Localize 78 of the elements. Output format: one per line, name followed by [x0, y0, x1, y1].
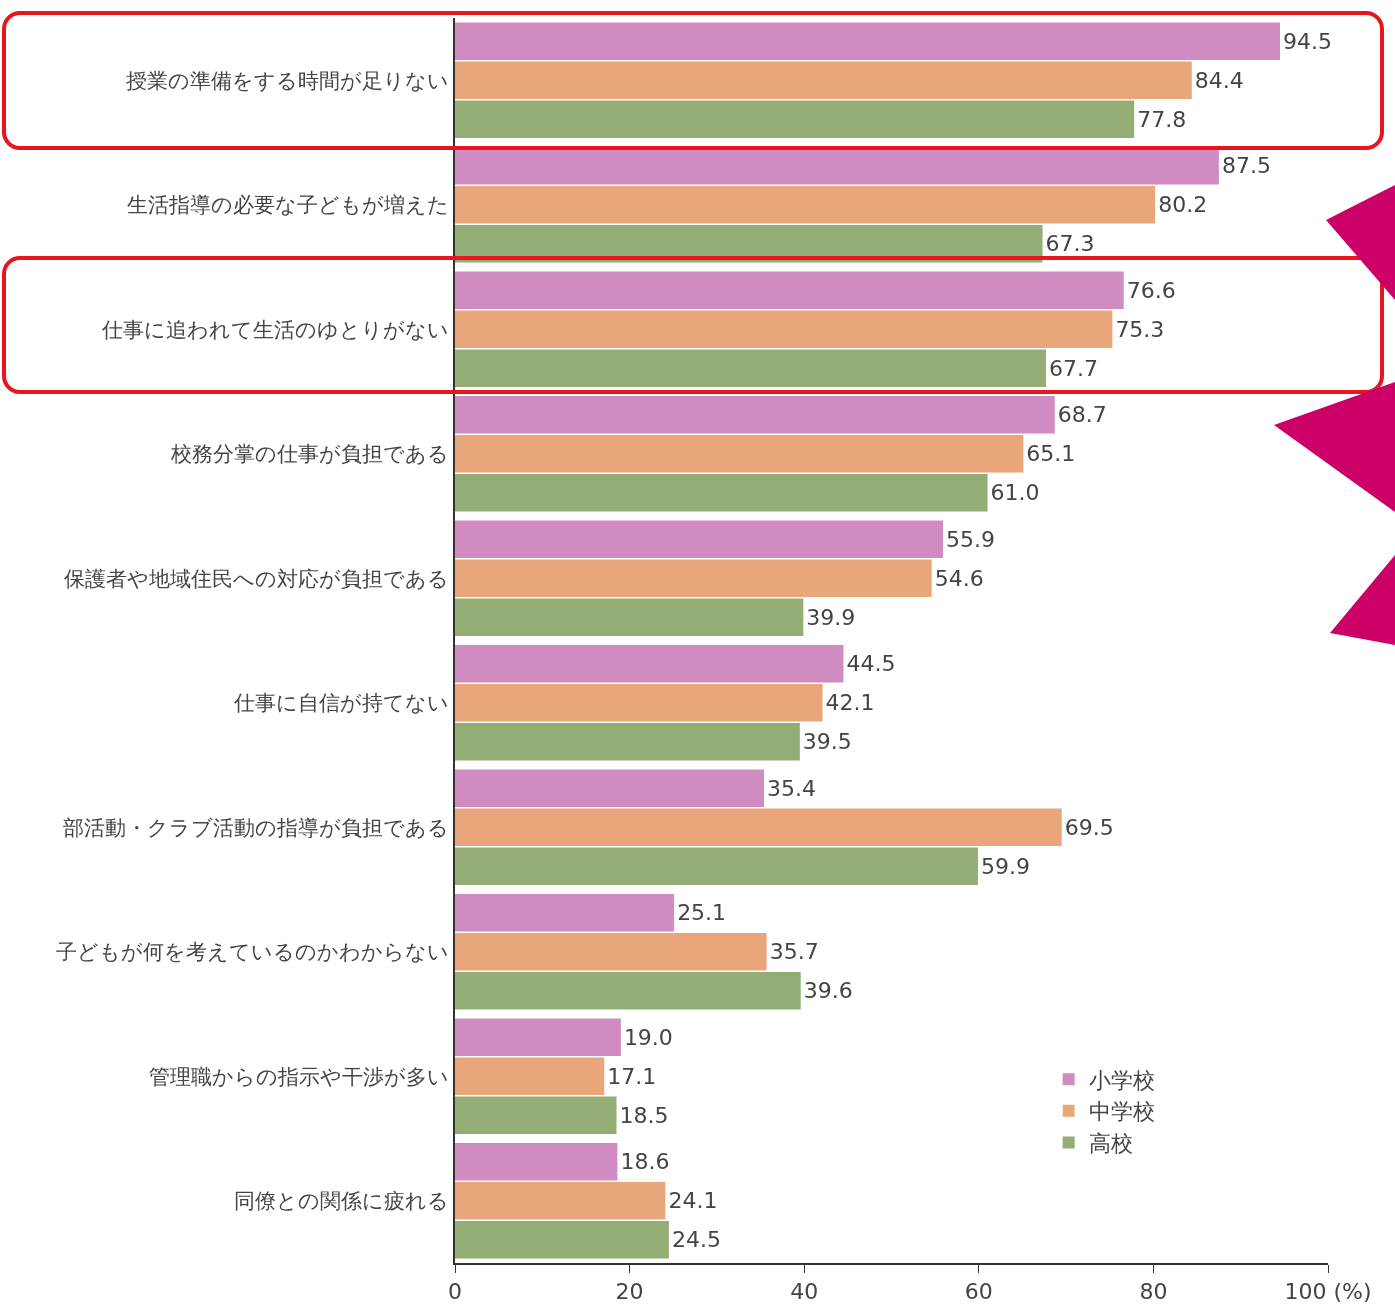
bar — [455, 933, 767, 971]
x-tick-label: 100 (%) — [1284, 1279, 1372, 1305]
y-tick-label: 管理職からの指示や干渉が多い — [148, 1064, 449, 1089]
y-tick-label: 子どもが何を考えているのかわからない — [55, 940, 449, 965]
y-tick-label: 同僚との関係に疲れる — [233, 1189, 449, 1214]
data-label: 39.9 — [806, 604, 856, 630]
data-label: 76.6 — [1126, 277, 1176, 303]
bar — [455, 61, 1192, 99]
data-label: 69.5 — [1064, 814, 1114, 840]
bar — [455, 349, 1047, 387]
bar — [455, 684, 823, 722]
data-label: 67.3 — [1045, 231, 1095, 257]
bar — [455, 22, 1280, 60]
data-label: 24.5 — [671, 1227, 721, 1253]
data-label: 54.6 — [934, 565, 984, 591]
bar — [455, 894, 675, 932]
data-label: 39.6 — [803, 978, 853, 1004]
data-label: 59.9 — [980, 853, 1030, 879]
data-label: 42.1 — [825, 690, 875, 716]
data-label: 19.0 — [623, 1024, 673, 1050]
data-label: 18.6 — [620, 1149, 670, 1175]
data-label: 87.5 — [1221, 153, 1271, 179]
x-tick-label: 20 — [615, 1279, 644, 1305]
bar — [455, 1221, 669, 1259]
data-label: 35.7 — [769, 939, 819, 965]
y-tick-label: 保護者や地域住民への対応が負担である — [63, 566, 449, 591]
data-label: 61.0 — [990, 480, 1040, 506]
data-label: 65.1 — [1026, 441, 1076, 467]
y-tick-label: 校務分掌の仕事が負担である — [169, 442, 449, 467]
x-tick-label: 0 — [448, 1279, 462, 1305]
y-tick-label: 部活動・クラブ活動の指導が負担である — [62, 815, 449, 840]
data-label: 55.9 — [946, 526, 995, 552]
bar — [455, 598, 804, 636]
legend-label: 高校 — [1088, 1130, 1133, 1156]
data-label: 80.2 — [1158, 192, 1208, 218]
legend-label: 小学校 — [1088, 1067, 1155, 1093]
data-label: 35.4 — [767, 775, 817, 801]
data-label: 75.3 — [1115, 316, 1165, 342]
data-label: 25.1 — [677, 900, 727, 926]
y-tick-label: 生活指導の必要な子どもが増えた — [126, 193, 449, 218]
data-label: 94.5 — [1282, 28, 1332, 54]
data-label: 67.7 — [1049, 355, 1098, 381]
bar — [455, 1143, 618, 1181]
data-label: 44.5 — [846, 651, 896, 677]
y-tick-label: 授業の準備をする時間が足りない — [125, 68, 449, 93]
bar — [455, 271, 1124, 309]
data-label: 24.1 — [668, 1188, 718, 1214]
x-tick-label: 60 — [964, 1279, 993, 1305]
bar — [455, 100, 1135, 138]
bar — [455, 972, 801, 1010]
bar — [455, 147, 1219, 185]
bar — [455, 1057, 605, 1095]
bar — [455, 1096, 617, 1134]
bar — [455, 310, 1113, 348]
bar — [455, 186, 1156, 224]
bar — [455, 723, 800, 761]
bar — [455, 520, 944, 558]
bar — [455, 808, 1062, 846]
bar — [455, 474, 988, 512]
data-label: 77.8 — [1137, 106, 1187, 132]
y-tick-label: 仕事に追われて生活のゆとりがない — [100, 317, 449, 342]
data-label: 18.5 — [619, 1102, 669, 1128]
bar — [455, 396, 1055, 434]
data-label: 68.7 — [1057, 402, 1107, 428]
bar — [455, 1018, 621, 1056]
bar — [455, 847, 978, 885]
x-tick-label: 80 — [1139, 1279, 1168, 1305]
y-tick-label: 仕事に自信が持てない — [232, 691, 449, 716]
bar — [455, 559, 932, 597]
bar — [455, 435, 1024, 473]
bar — [455, 645, 844, 683]
data-label: 39.5 — [802, 729, 852, 755]
legend-label: 中学校 — [1088, 1099, 1155, 1125]
bar — [455, 769, 765, 807]
x-tick-label: 40 — [790, 1279, 819, 1305]
data-label: 17.1 — [607, 1063, 657, 1089]
bar — [455, 1182, 666, 1220]
data-label: 84.4 — [1194, 67, 1244, 93]
